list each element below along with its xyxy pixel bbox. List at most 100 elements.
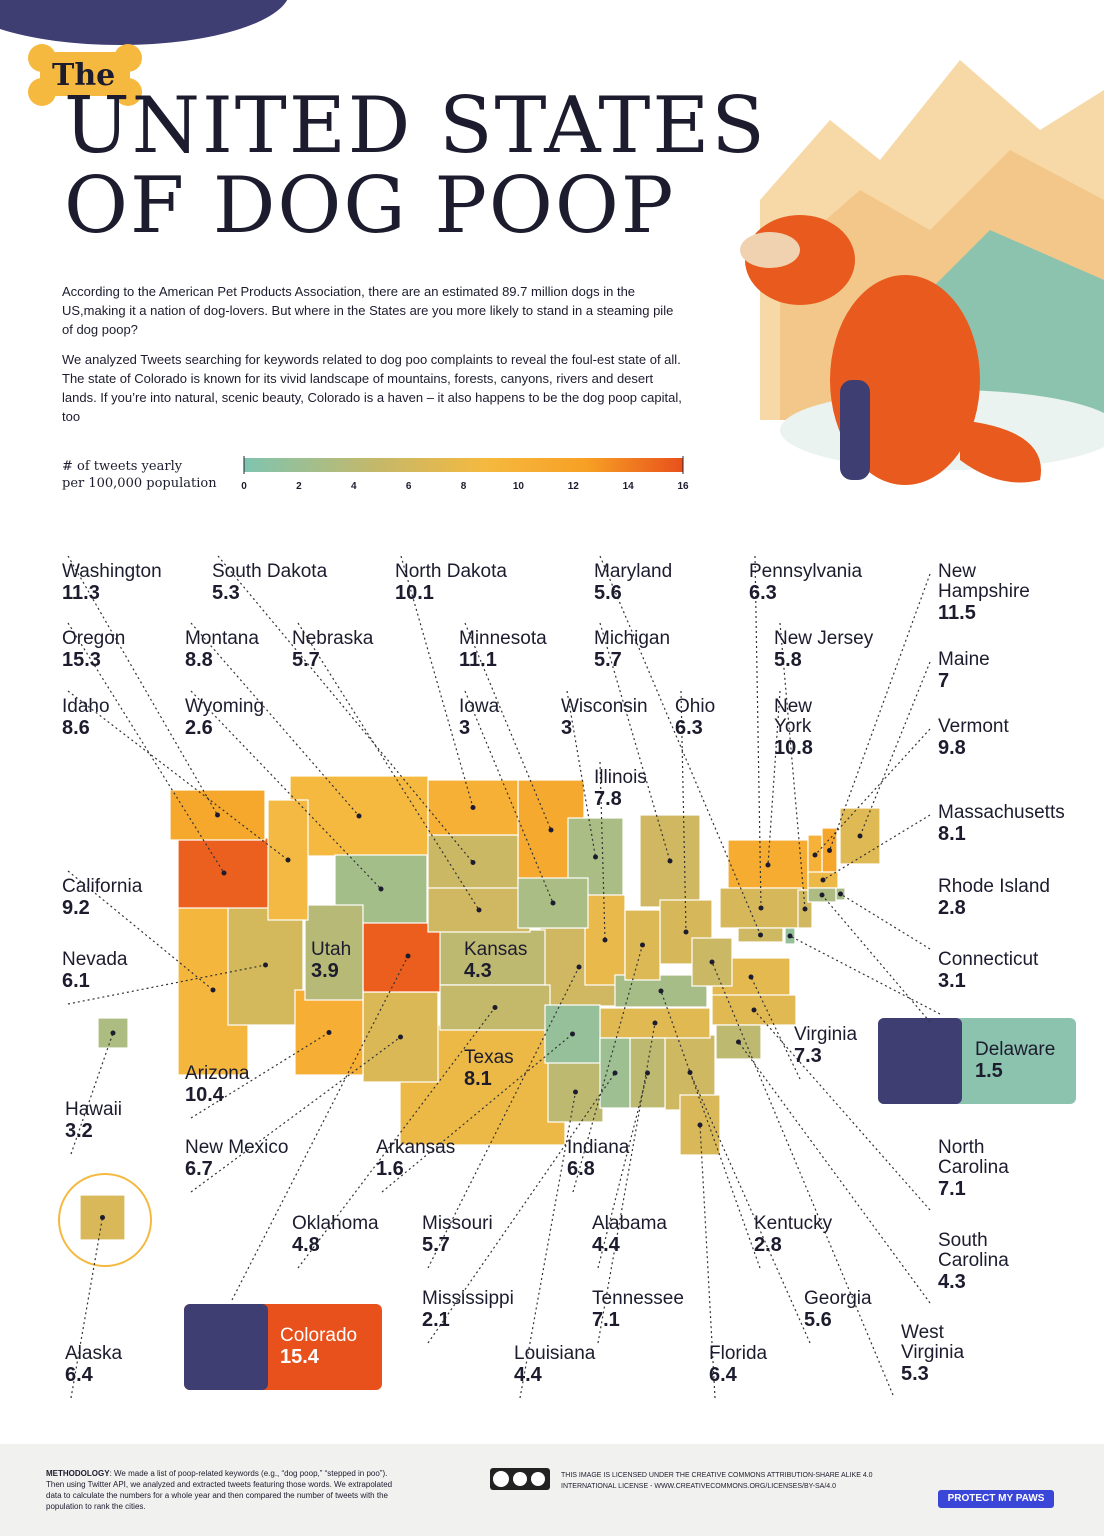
delaware-box-icon <box>878 1018 962 1104</box>
leader-dot <box>652 1020 658 1026</box>
leader-dot <box>765 862 771 868</box>
state-label: Oklahoma 4.8 <box>292 1214 379 1257</box>
leader-dot <box>576 964 582 970</box>
state-name: Washington <box>62 561 162 582</box>
leader-line <box>822 814 931 881</box>
state-name: Alabama <box>592 1213 667 1234</box>
state-name: Idaho <box>62 696 110 717</box>
state-label: South Dakota 5.3 <box>212 562 327 605</box>
state-name: Colorado <box>280 1325 358 1346</box>
state-value: 10.1 <box>395 582 434 604</box>
state <box>439 929 546 986</box>
leader-dot <box>405 953 411 959</box>
state-name: Vermont <box>938 716 1009 737</box>
map <box>67 555 941 1399</box>
leader-line <box>689 1072 811 1344</box>
state-value: 6.3 <box>749 582 777 604</box>
leader-dot <box>683 929 689 935</box>
cc-badge <box>490 1468 550 1490</box>
legend-label: # of tweets yearly <box>62 459 183 474</box>
state-value: 4.8 <box>292 1234 320 1256</box>
state-value: 9.8 <box>938 737 966 759</box>
leader-line <box>70 1217 104 1399</box>
state-name: Nevada <box>62 949 128 970</box>
legend-tick-label: 12 <box>567 481 579 492</box>
leader-dot <box>709 959 715 965</box>
leader-dot <box>812 852 818 858</box>
state-label: Missouri 5.7 <box>422 1214 493 1257</box>
legend-tick-label: 14 <box>622 481 634 492</box>
state-value: 11.5 <box>938 602 976 624</box>
legend-tick-label: 6 <box>405 481 412 492</box>
leader-dot <box>470 860 476 865</box>
footer-band <box>0 1444 1104 1536</box>
leader-line <box>297 622 480 911</box>
leader-dot <box>787 933 793 939</box>
brand: PROTECT MY PAWS <box>947 1493 1045 1504</box>
leader-line <box>190 1036 401 1193</box>
state-value: 5.7 <box>292 649 320 671</box>
leader-dot <box>687 1070 693 1075</box>
state-label: Delaware 1.5 <box>975 1040 1055 1083</box>
state-name: Hawaii <box>65 1099 123 1120</box>
state-name: New Mexico <box>185 1137 289 1158</box>
leader-dot <box>100 1215 105 1220</box>
state-name: California <box>62 876 143 897</box>
leader-dot <box>548 827 554 833</box>
leader-line <box>190 690 382 890</box>
state-label: Rhode Island 2.8 <box>938 877 1050 920</box>
dog <box>740 215 1041 485</box>
state-value: 11.1 <box>459 649 497 671</box>
legend-tick-label: 0 <box>241 481 247 492</box>
state-label: Utah 3.9 <box>311 940 351 983</box>
leader-dot <box>820 877 826 883</box>
leader-dot <box>819 892 825 898</box>
state-label: Wisconsin 3 <box>561 696 648 740</box>
state-value: 5.8 <box>774 649 802 671</box>
state-name: Pennsylvania <box>749 561 863 582</box>
collar <box>0 0 288 45</box>
state-name: Wisconsin <box>561 696 648 717</box>
state-name: Maine <box>938 649 990 670</box>
state-name: Nebraska <box>292 628 374 649</box>
state-value: 7.8 <box>594 788 622 810</box>
leader-dot <box>492 1005 498 1010</box>
state-value: 11.3 <box>62 582 100 604</box>
leader-dot <box>378 886 384 892</box>
state-label: Arkansas 1.6 <box>376 1138 455 1181</box>
leader-line <box>464 690 554 904</box>
state-label: Nebraska 5.7 <box>292 628 374 672</box>
legend-bar <box>244 458 683 472</box>
leader-line <box>814 728 931 856</box>
state-name: Indiana <box>567 1137 630 1158</box>
state-name: Minnesota <box>459 628 547 649</box>
state-label: New York 10.8 <box>774 697 834 760</box>
leader-line <box>859 661 931 837</box>
state-label: Indiana 6.8 <box>567 1137 630 1181</box>
leader-dot <box>751 1007 757 1013</box>
leader-dot <box>602 937 608 943</box>
state-label: Florida 6.4 <box>709 1343 768 1387</box>
state-label: Alaska 6.4 <box>65 1344 122 1387</box>
state-value: 7.3 <box>794 1045 822 1067</box>
state-value: 6.4 <box>709 1364 737 1386</box>
state-name: New Hampshire <box>938 561 1030 602</box>
state-name: Florida <box>709 1343 768 1364</box>
bone <box>28 44 142 106</box>
leader-dot <box>697 1122 703 1128</box>
leader-line <box>190 1031 330 1119</box>
state-label: New Jersey 5.8 <box>774 628 874 672</box>
leader-line <box>400 555 474 808</box>
state-label: Kansas 4.3 <box>464 940 527 983</box>
leader-line <box>699 1124 716 1399</box>
state-value: 8.8 <box>185 649 213 671</box>
state-name: New Jersey <box>774 628 874 649</box>
state-name: Georgia <box>804 1288 872 1309</box>
leader-line <box>750 976 801 1080</box>
leader-dot <box>802 906 808 912</box>
state-label: Hawaii 3.2 <box>65 1099 123 1143</box>
state-name: Tennessee <box>592 1288 684 1309</box>
leader-dot <box>612 1070 618 1076</box>
leader-line <box>821 894 931 1023</box>
state-label: Colorado 15.4 <box>280 1325 358 1369</box>
